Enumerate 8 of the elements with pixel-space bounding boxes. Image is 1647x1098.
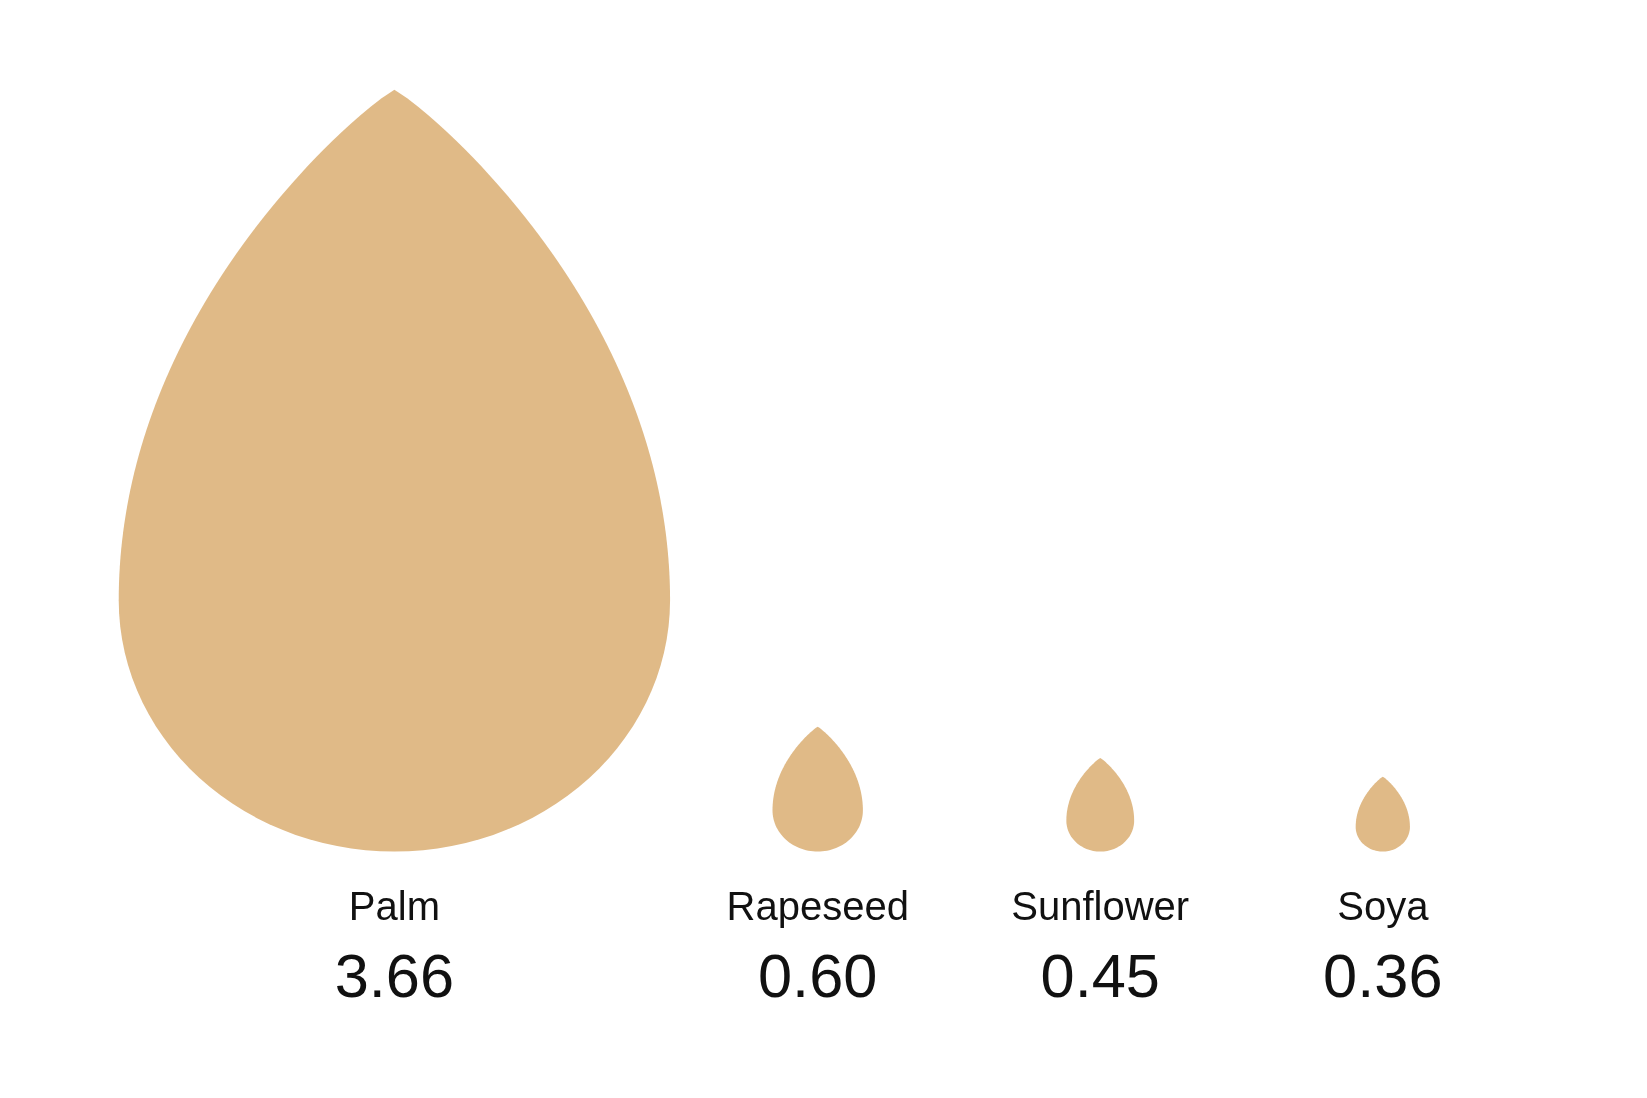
data-label: 0.45 (1040, 940, 1160, 1010)
data-label: 3.66 (334, 940, 455, 1010)
category-label: Rapeseed (726, 884, 909, 929)
data-label: 0.36 (1323, 940, 1443, 1010)
category-label: Soya (1337, 884, 1430, 929)
data-label: 0.60 (758, 940, 878, 1010)
category-label: Sunflower (1011, 884, 1190, 929)
category-label: Palm (348, 884, 440, 929)
